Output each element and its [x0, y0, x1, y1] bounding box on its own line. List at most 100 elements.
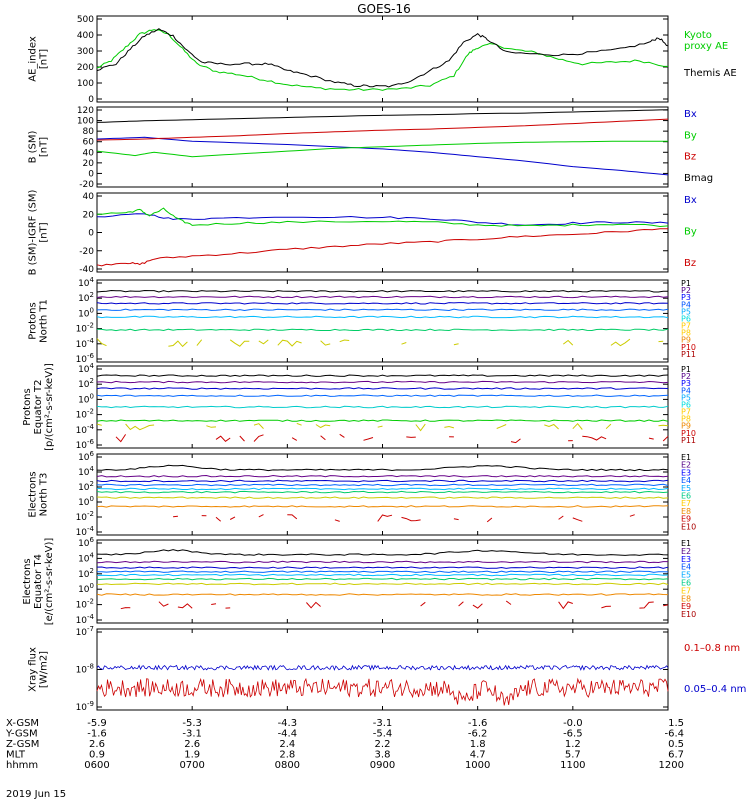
- series-line-by: [96, 140, 668, 158]
- flux-line-p7: [315, 424, 331, 429]
- flux-line-p10: [339, 433, 345, 438]
- channel-label: P7: [681, 322, 691, 331]
- flux-line-e9: [401, 516, 421, 522]
- y-tick-label: 20: [83, 159, 95, 169]
- y-axis-label-line: Protons: [28, 302, 39, 339]
- series-line-bx: [96, 213, 669, 226]
- y-tick-label: 100: [78, 392, 94, 405]
- flux-line-e9: [639, 601, 654, 609]
- flux-line-e9: [420, 601, 426, 607]
- x-axis-value: -3.1: [373, 718, 393, 729]
- y-tick-label: 100: [78, 306, 94, 319]
- x-axis-value: -4.4: [278, 729, 298, 740]
- flux-line-p3: [96, 302, 669, 305]
- flux-line-e9: [173, 515, 178, 518]
- x-axis-table: X-GSM -5.9 -5.3 -4.3 -3.1 -1.6 -0.0 1.5 Y-GSM -1.…: [5, 718, 684, 771]
- x-axis-value: -1.6: [468, 718, 488, 729]
- y-axis-label: B (SM) [nT]: [28, 130, 50, 163]
- x-axis-value: 1.8: [470, 739, 486, 750]
- channel-label: P11: [681, 350, 696, 359]
- channel-label: E4: [681, 476, 691, 485]
- x-axis-value: 1.2: [565, 739, 581, 750]
- flux-line-p10: [115, 434, 127, 443]
- y-axis-label-line: Electrons: [22, 558, 33, 604]
- date-label: 2019 Jun 15: [6, 789, 66, 800]
- panel-bigrf: 40 20 0 -20 -40 B (SM)-IGRF (SM) [nT] Bx By Bz: [28, 190, 697, 276]
- x-axis-value: 5.7: [565, 750, 581, 761]
- flux-line-e2: [96, 474, 669, 478]
- y-axis-label-line: Protons: [22, 388, 33, 425]
- channel-label: P1: [681, 279, 691, 288]
- channel-label: E6: [681, 579, 691, 588]
- x-axis-value: -6.5: [563, 729, 583, 740]
- flux-line-p7: [605, 423, 612, 430]
- channel-label: P8: [681, 329, 691, 338]
- flux-line-p10: [510, 438, 521, 444]
- x-axis-value: -5.9: [87, 718, 107, 729]
- y-tick-label: 400: [77, 31, 94, 41]
- y-tick-label: 104: [78, 551, 94, 564]
- legend-label: Themis AE: [683, 68, 737, 79]
- flux-line-e9: [158, 601, 169, 607]
- x-axis-value: -3.1: [182, 729, 202, 740]
- y-axis-label: AE_index [nT]: [28, 36, 50, 82]
- flux-line-e4: [96, 483, 669, 487]
- flux-line-p7: [453, 343, 459, 346]
- y-tick-label: -20: [79, 180, 94, 190]
- y-tick-label: 10-2: [76, 598, 94, 611]
- channel-label: E9: [681, 602, 691, 611]
- series-line-bmag: [96, 109, 669, 123]
- panel-frame: [96, 192, 669, 273]
- y-tick-label: 500: [77, 15, 94, 25]
- flux-line-e9: [558, 601, 573, 610]
- flux-line-p7: [253, 423, 264, 429]
- y-axis-label-line: Xray flux: [28, 647, 39, 692]
- y-axis-label-line: Electrons: [28, 471, 39, 517]
- channel-label: E10: [681, 610, 696, 619]
- x-axis-value: 2.8: [279, 750, 295, 761]
- flux-line-e6: [96, 577, 669, 581]
- channel-label: P5: [681, 393, 691, 402]
- y-axis-label: Protons North T1: [28, 299, 50, 343]
- flux-line-p7: [562, 339, 574, 346]
- channel-label: P7: [681, 408, 691, 417]
- y-tick-label: 300: [77, 47, 94, 57]
- x-axis-value: 1200: [659, 760, 684, 771]
- y-axis-label-line: B (SM)-IGRF (SM): [28, 190, 39, 276]
- panel-frame: [96, 539, 669, 624]
- x-axis-value: 6.7: [668, 750, 684, 761]
- channel-label: P4: [681, 386, 691, 395]
- channel-label: P4: [681, 300, 691, 309]
- flux-line-p1: [96, 289, 668, 293]
- channel-label: E2: [681, 461, 691, 470]
- flux-line-p7: [229, 339, 250, 347]
- y-axis-label-line: [p/(cm²-s-sr-keV)]: [44, 363, 55, 451]
- channel-label: E3: [681, 468, 691, 477]
- channel-label: P6: [681, 314, 691, 323]
- flux-line-e9: [377, 514, 393, 522]
- series-line-themis-ae: [96, 28, 669, 88]
- channel-label: E4: [681, 563, 691, 572]
- channel-label: P3: [681, 379, 691, 388]
- x-axis-value: -4.3: [278, 718, 298, 729]
- chart-title: GOES-16: [357, 2, 411, 16]
- flux-line-p10: [662, 435, 669, 442]
- y-tick-label: 102: [78, 377, 94, 390]
- y-tick-label: 100: [77, 79, 94, 89]
- channel-label: P10: [681, 429, 696, 438]
- y-tick-label: 102: [78, 291, 94, 304]
- flux-line-p7: [415, 423, 426, 432]
- flux-line-p7: [377, 425, 383, 428]
- series-line-bz: [96, 118, 669, 141]
- flux-line-e7: [97, 582, 669, 586]
- flux-line-p7: [196, 339, 203, 346]
- flux-line-p4: [96, 394, 669, 398]
- panel-xray: 10-7 10-8 10-9 Xray flux [W/m2] 0.1–0.8 nm 0.0…: [28, 625, 747, 713]
- y-tick-label: 40: [83, 148, 95, 158]
- legend-label: Bz: [684, 258, 696, 269]
